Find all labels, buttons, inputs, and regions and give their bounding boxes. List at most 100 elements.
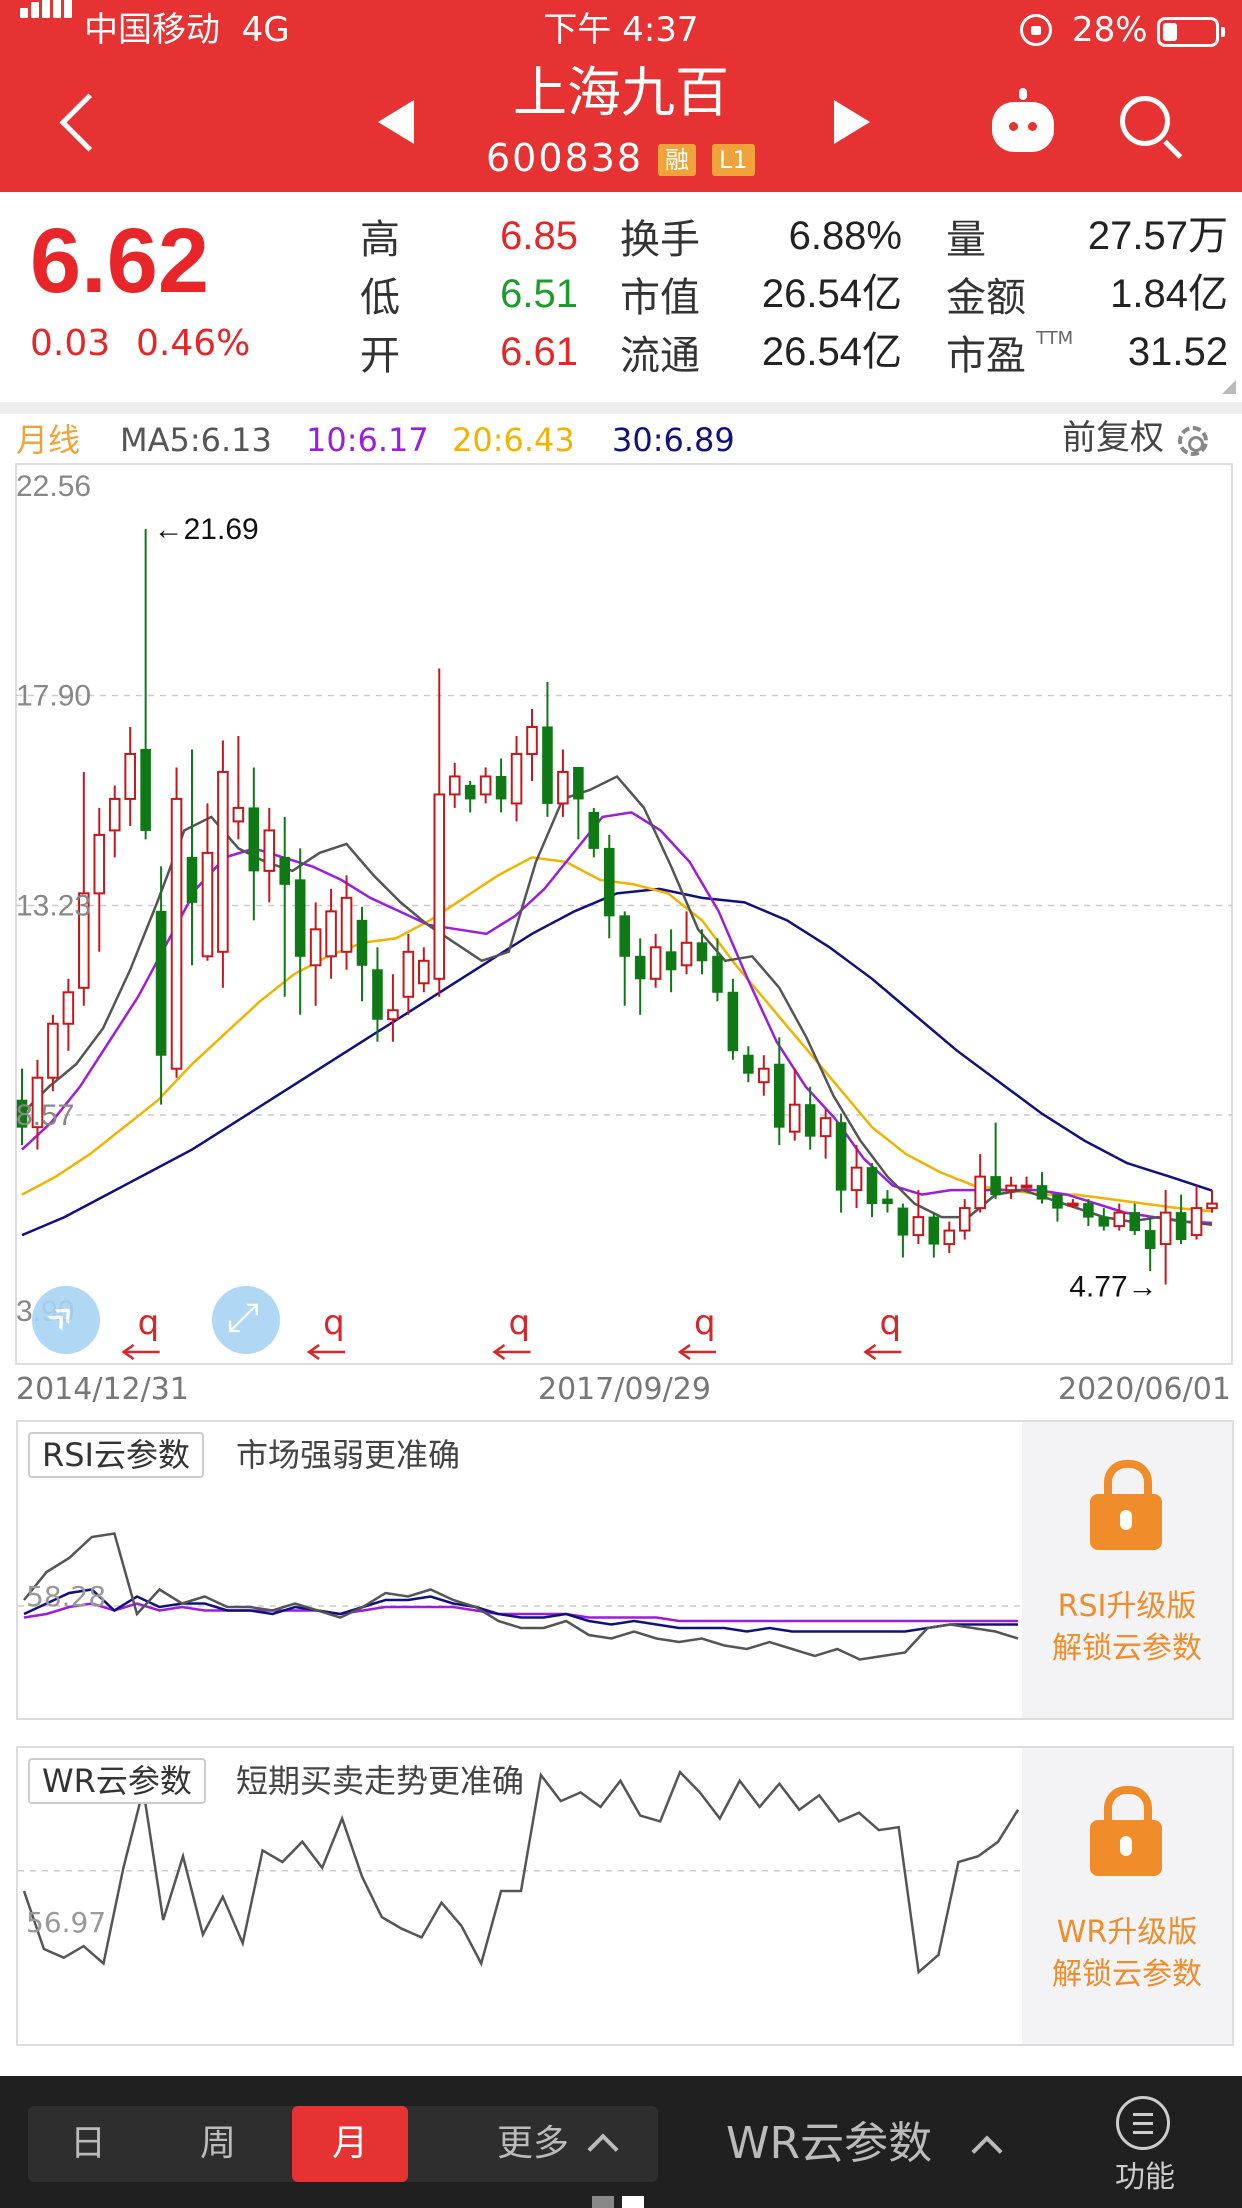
candle	[217, 740, 229, 988]
candle	[1190, 1185, 1203, 1240]
bottom-toolbar: 日 周 月 更多 WR云参数 功能	[0, 2076, 1242, 2208]
candle	[448, 762, 461, 808]
max-price-label: ←21.69	[154, 513, 259, 546]
candle	[495, 758, 507, 813]
candle	[464, 780, 476, 813]
period-label[interactable]: 月线	[16, 421, 81, 459]
candle	[882, 1190, 893, 1213]
lock-icon	[1090, 1786, 1162, 1876]
date-mid: 2017/09/29	[538, 1372, 711, 1407]
rsi-desc: 市场强弱更准确	[236, 1436, 461, 1474]
collapse-button[interactable]	[32, 1286, 100, 1354]
margin-badge: 融	[658, 144, 696, 176]
tab-more[interactable]: 更多	[496, 2123, 569, 2164]
next-stock-button[interactable]	[834, 100, 870, 144]
ma30-legend: 30:6.89	[612, 421, 735, 459]
candle	[1113, 1203, 1126, 1231]
candle	[573, 766, 584, 840]
ma20-legend: 20:6.43	[452, 421, 575, 459]
rotation-lock-icon	[1020, 14, 1052, 46]
gear-icon[interactable]	[1178, 426, 1208, 456]
y-tick-label: 17.90	[16, 680, 91, 713]
candle	[356, 906, 368, 1002]
wr-lock-line1: WR升级版	[1056, 1915, 1198, 1950]
indicator-selector[interactable]: WR云参数	[726, 2118, 933, 2169]
candle	[649, 933, 662, 988]
candle	[78, 771, 90, 1006]
candle	[835, 1113, 847, 1213]
wr-tag[interactable]: WR云参数	[28, 1758, 206, 1804]
candle	[433, 668, 446, 997]
candle	[418, 947, 430, 993]
candle	[619, 911, 631, 1006]
rsi-line-short	[23, 1532, 1019, 1661]
candle	[402, 933, 415, 1015]
candle	[990, 1122, 1001, 1200]
ma10-line	[21, 811, 1213, 1225]
wr-chart[interactable]	[0, 1746, 1022, 2046]
dividend-marker[interactable]: q	[306, 1303, 346, 1361]
rsi-line-long	[23, 1602, 1018, 1623]
low-label: 低	[360, 275, 400, 321]
candle	[788, 1068, 801, 1141]
candle	[309, 902, 322, 1006]
candle	[1067, 1199, 1079, 1209]
candle	[279, 816, 291, 997]
dividend-marker[interactable]: q	[492, 1303, 531, 1361]
period-tabs: 日 周 月 更多	[28, 2106, 658, 2182]
tab-month[interactable]: 月	[292, 2106, 408, 2182]
candle	[108, 785, 121, 858]
rsi-lock-line2: 解锁云参数	[1052, 1631, 1202, 1666]
stock-code: 600838	[486, 136, 644, 180]
candle	[372, 947, 383, 1042]
expand-corner-icon[interactable]	[1222, 380, 1236, 394]
date-end: 2020/06/01	[1058, 1372, 1231, 1407]
candle	[866, 1163, 878, 1218]
candle	[1129, 1203, 1141, 1236]
prev-stock-button[interactable]	[378, 100, 414, 144]
dividend-marker[interactable]: q	[863, 1303, 902, 1361]
candle	[201, 803, 214, 961]
candle	[93, 807, 106, 952]
price-change: 0.03	[30, 323, 111, 364]
dividend-marker[interactable]: q	[121, 1303, 160, 1361]
level1-badge: L1	[712, 144, 755, 176]
fullscreen-icon[interactable]	[212, 1286, 280, 1354]
volume-value: 27.57万	[1087, 214, 1228, 258]
candle	[1175, 1194, 1187, 1245]
app-header: 中国移动 4G 下午 4:37 28% 上海九百 600838 融 L1	[0, 0, 1242, 192]
candle	[479, 767, 492, 804]
candle	[696, 929, 708, 975]
y-tick-label: 13.23	[16, 890, 91, 923]
candle	[1098, 1208, 1110, 1231]
ma30-line	[21, 887, 1213, 1237]
rsi-tag[interactable]: RSI云参数	[28, 1432, 204, 1478]
battery-percent: 28%	[1072, 10, 1148, 50]
svg-text:q: q	[323, 1303, 345, 1343]
lock-icon	[1090, 1460, 1162, 1550]
candle	[665, 929, 677, 993]
candle	[542, 682, 553, 817]
tab-day[interactable]: 日	[69, 2123, 106, 2164]
candle	[928, 1212, 940, 1258]
tab-week[interactable]: 周	[199, 2123, 236, 2164]
pe-ttm-sup: TTM	[1036, 328, 1074, 349]
page-indicator	[592, 2196, 614, 2208]
candle	[47, 1014, 59, 1092]
candle	[819, 1109, 832, 1159]
wr-unlock-card[interactable]: WR升级版 解锁云参数	[1022, 1748, 1232, 2044]
min-price-label: 4.77→	[1069, 1271, 1157, 1304]
function-label[interactable]: 功能	[1115, 2160, 1175, 2195]
y-tick-label: 8.57	[16, 1099, 74, 1132]
adjust-selector[interactable]: 前复权	[1062, 418, 1164, 458]
dividend-marker[interactable]: q	[677, 1303, 716, 1361]
rsi-chart[interactable]	[0, 1420, 1022, 1720]
pe-value: 31.52	[1127, 330, 1228, 374]
chevron-up-icon[interactable]	[971, 2135, 1003, 2167]
search-icon[interactable]	[1120, 96, 1170, 146]
rsi-unlock-card[interactable]: RSI升级版 解锁云参数	[1022, 1422, 1232, 1718]
menu-icon[interactable]	[1116, 2096, 1170, 2150]
wr-line	[22, 1769, 1020, 1975]
robot-assistant-icon[interactable]	[992, 88, 1054, 152]
